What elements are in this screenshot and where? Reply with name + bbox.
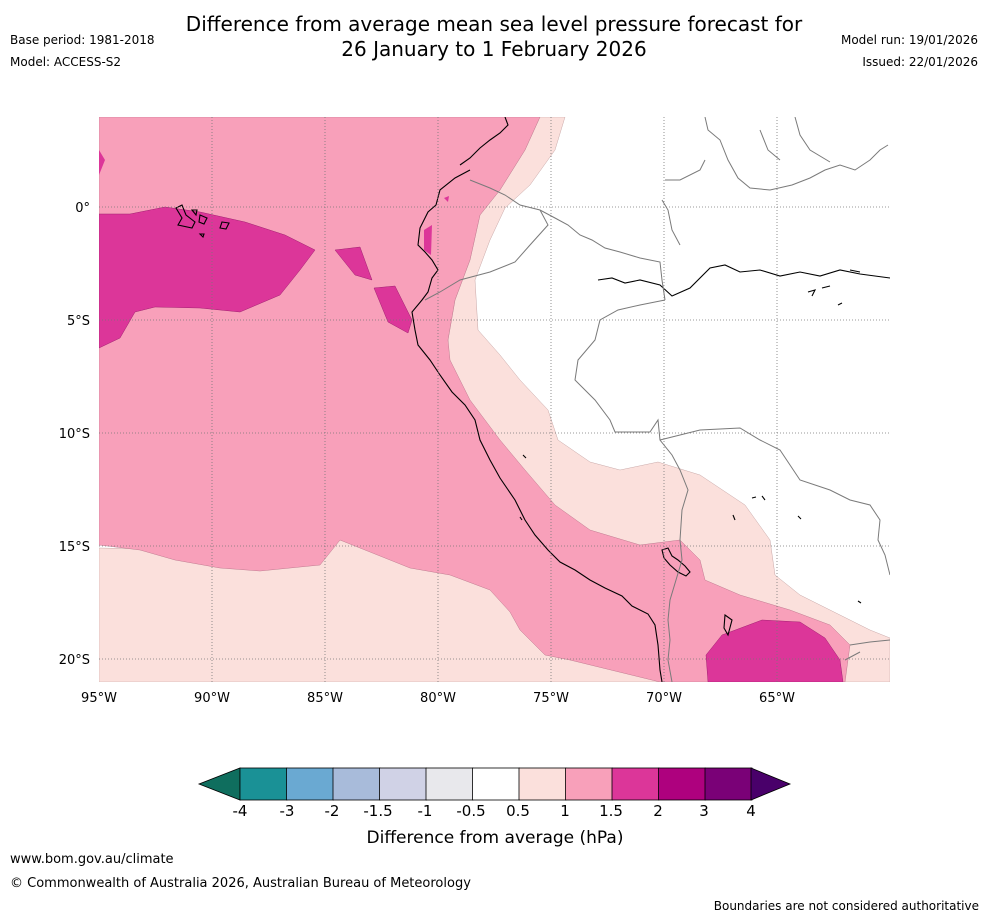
lon-label: 80°W bbox=[420, 691, 456, 706]
colorbar-tick: 0.5 bbox=[506, 802, 530, 820]
lon-label: 70°W bbox=[646, 691, 682, 706]
lat-label: 5°S bbox=[67, 314, 90, 329]
coastline-galapagos-2 bbox=[198, 214, 208, 225]
model-name: Model: ACCESS-S2 bbox=[10, 55, 122, 69]
coastline-galapagos-1 bbox=[175, 204, 196, 229]
lon-label: 85°W bbox=[307, 691, 343, 706]
coastline-lake-poopo bbox=[723, 613, 733, 637]
coastline-galapagos-3 bbox=[219, 221, 230, 230]
border-bolivia-brazil bbox=[659, 427, 890, 576]
coastline-central-america bbox=[459, 117, 509, 166]
coastline-amazon-islands bbox=[807, 269, 861, 306]
meta-left: Base period: 1981-2018 Model: ACCESS-S2 bbox=[10, 29, 155, 73]
lon-label: 65°W bbox=[759, 691, 795, 706]
colorbar: -4 -3 -2 -1.5 -1 -0.5 0.5 1 1.5 2 3 4 Di… bbox=[197, 767, 792, 848]
lat-label: 0° bbox=[75, 201, 90, 216]
contour-magenta-west bbox=[99, 206, 316, 349]
colorbar-swatch bbox=[425, 767, 474, 801]
coastlines bbox=[175, 117, 890, 682]
colorbar-swatch bbox=[472, 767, 520, 801]
contour-magenta-dot bbox=[444, 196, 449, 202]
colorbar-swatch bbox=[658, 767, 706, 801]
colorbar-tick: -1 bbox=[418, 802, 433, 820]
title-line-1: Difference from average mean sea level p… bbox=[185, 12, 803, 36]
colorbar-tick: -3 bbox=[280, 802, 295, 820]
colorbar-swatch bbox=[611, 767, 660, 801]
colorbar-swatch bbox=[379, 767, 427, 801]
colorbar-tick: 1.5 bbox=[599, 802, 623, 820]
colorbar-swatch bbox=[565, 767, 613, 801]
colorbar-label: Difference from average (hPa) bbox=[367, 828, 624, 848]
colorbar-extend-left bbox=[197, 767, 241, 801]
coastline-lake-titicaca bbox=[661, 547, 691, 577]
colorbar-tick: 2 bbox=[653, 802, 663, 820]
coastline-amazon bbox=[597, 264, 890, 297]
latitude-labels: 0° 5°S 10°S 15°S 20°S bbox=[59, 201, 90, 668]
colorbar-swatch bbox=[332, 767, 381, 801]
colorbar-swatch bbox=[286, 767, 334, 801]
colorbar-tick: -0.5 bbox=[456, 802, 485, 820]
issued-date: Issued: 22/01/2026 bbox=[862, 55, 978, 69]
lon-label: 75°W bbox=[533, 691, 569, 706]
lon-label: 95°W bbox=[81, 691, 117, 706]
border-peru-chile bbox=[667, 539, 683, 682]
footer-disclaimer: Boundaries are not considered authoritat… bbox=[713, 899, 979, 913]
base-period: Base period: 1981-2018 bbox=[10, 33, 155, 47]
lat-label: 10°S bbox=[59, 427, 90, 442]
colorbar-swatch bbox=[704, 767, 753, 801]
title-line-2: 26 January to 1 February 2026 bbox=[341, 37, 647, 61]
colorbar-ticks: -4 -3 -2 -1.5 -1 -0.5 0.5 1 1.5 2 3 4 bbox=[233, 802, 756, 820]
colorbar-tick: 1 bbox=[560, 802, 570, 820]
contour-magenta-south bbox=[705, 619, 844, 682]
coastline-galapagos-4 bbox=[190, 209, 198, 217]
map-title: Difference from average mean sea level p… bbox=[0, 12, 988, 62]
graticule bbox=[99, 117, 890, 682]
colorbar-swatch bbox=[518, 767, 567, 801]
lat-label: 20°S bbox=[59, 653, 90, 668]
contour-magenta-west-edge bbox=[99, 150, 105, 175]
colorbar-tick: -4 bbox=[233, 802, 248, 820]
border-east bbox=[759, 117, 890, 661]
colorbar-tick: -1.5 bbox=[363, 802, 392, 820]
national-borders bbox=[424, 117, 890, 682]
coastline-lakes-small bbox=[519, 454, 862, 604]
meta-right: Model run: 19/01/2026 Issued: 22/01/2026 bbox=[841, 29, 978, 73]
longitude-labels: 95°W 90°W 85°W 80°W 75°W 70°W 65°W bbox=[81, 691, 795, 706]
footer-url[interactable]: www.bom.gov.au/climate bbox=[10, 852, 174, 867]
colorbar-tick: -2 bbox=[325, 802, 340, 820]
colorbar-tick: 3 bbox=[699, 802, 709, 820]
contour-magenta-mid2 bbox=[373, 285, 413, 334]
coastline-galapagos-5 bbox=[198, 233, 205, 239]
contour-magenta-mid1 bbox=[334, 246, 373, 281]
map-plot-area bbox=[99, 117, 890, 682]
colorbar-extend-right bbox=[750, 767, 792, 801]
lat-label: 15°S bbox=[59, 540, 90, 555]
lon-label: 90°W bbox=[194, 691, 230, 706]
border-northern bbox=[661, 117, 889, 246]
border-ecuador-peru bbox=[424, 209, 549, 301]
colorbar-swatch bbox=[239, 767, 288, 801]
colorbar-tick: 4 bbox=[746, 802, 756, 820]
border-peru-brazil bbox=[574, 299, 689, 541]
border-colombia-ecuador bbox=[469, 179, 666, 301]
coastline-south-america-west bbox=[411, 169, 663, 682]
footer-copyright: © Commonwealth of Australia 2026, Austra… bbox=[10, 876, 471, 891]
contour-magenta-coast bbox=[424, 225, 432, 255]
model-run: Model run: 19/01/2026 bbox=[840, 33, 978, 47]
